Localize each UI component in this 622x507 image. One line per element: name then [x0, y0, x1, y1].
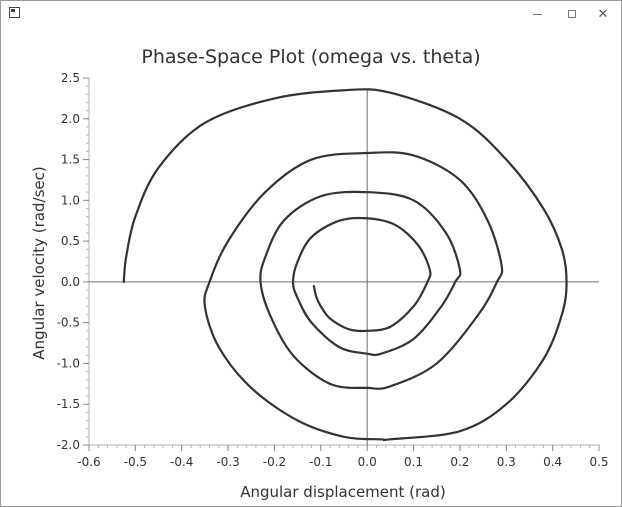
y-tick-label: -2.0 [57, 438, 80, 452]
chart-title: Phase-Space Plot (omega vs. theta) [141, 46, 480, 68]
x-tick-label: 0.0 [358, 455, 377, 469]
zero-lines [89, 90, 599, 445]
y-tick-label: 0.5 [61, 234, 80, 248]
x-tick-label: -0.6 [77, 455, 100, 469]
close-button[interactable]: ✕ [585, 1, 621, 27]
maximize-icon [568, 10, 576, 18]
close-icon: ✕ [597, 6, 609, 22]
y-tick-label: 1.5 [61, 153, 80, 167]
x-tick-label: -0.3 [216, 455, 239, 469]
y-tick-label: -0.5 [57, 316, 80, 330]
y-tick-label: -1.5 [57, 397, 80, 411]
x-tick-label: 0.1 [404, 455, 423, 469]
x-tick-label: -0.4 [170, 455, 193, 469]
y-tick-label: 1.0 [61, 193, 80, 207]
x-tick-label: 0.2 [450, 455, 469, 469]
y-tick-label: 2.0 [61, 112, 80, 126]
x-tick-label: -0.5 [124, 455, 147, 469]
spiral-series-line [122, 88, 568, 442]
x-tick-label: 0.3 [497, 455, 516, 469]
y-tick-label: -1.0 [57, 356, 80, 370]
x-tick-label: -0.1 [309, 455, 332, 469]
minimize-icon [532, 13, 542, 15]
x-tick-label: -0.2 [263, 455, 286, 469]
y-axis-label: Angular velocity (rad/sec) [30, 166, 48, 359]
app-icon [9, 7, 20, 18]
y-tick-label: 0.0 [61, 275, 80, 289]
y-tick-label: 2.5 [61, 71, 80, 85]
title-bar: ✕ [1, 1, 621, 27]
x-tick-label: 0.5 [589, 455, 608, 469]
axes [88, 78, 599, 446]
maximize-button[interactable] [550, 1, 594, 27]
x-tick-label: 0.4 [543, 455, 562, 469]
x-axis-label: Angular displacement (rad) [240, 483, 446, 501]
ticks: -2.0 -1.5 -1.0 -0.5 0.0 0.5 1.0 1.5 2.0 2.5 -0.6 -0… [57, 71, 609, 469]
minimize-button[interactable] [515, 1, 559, 27]
series-group [122, 88, 568, 442]
